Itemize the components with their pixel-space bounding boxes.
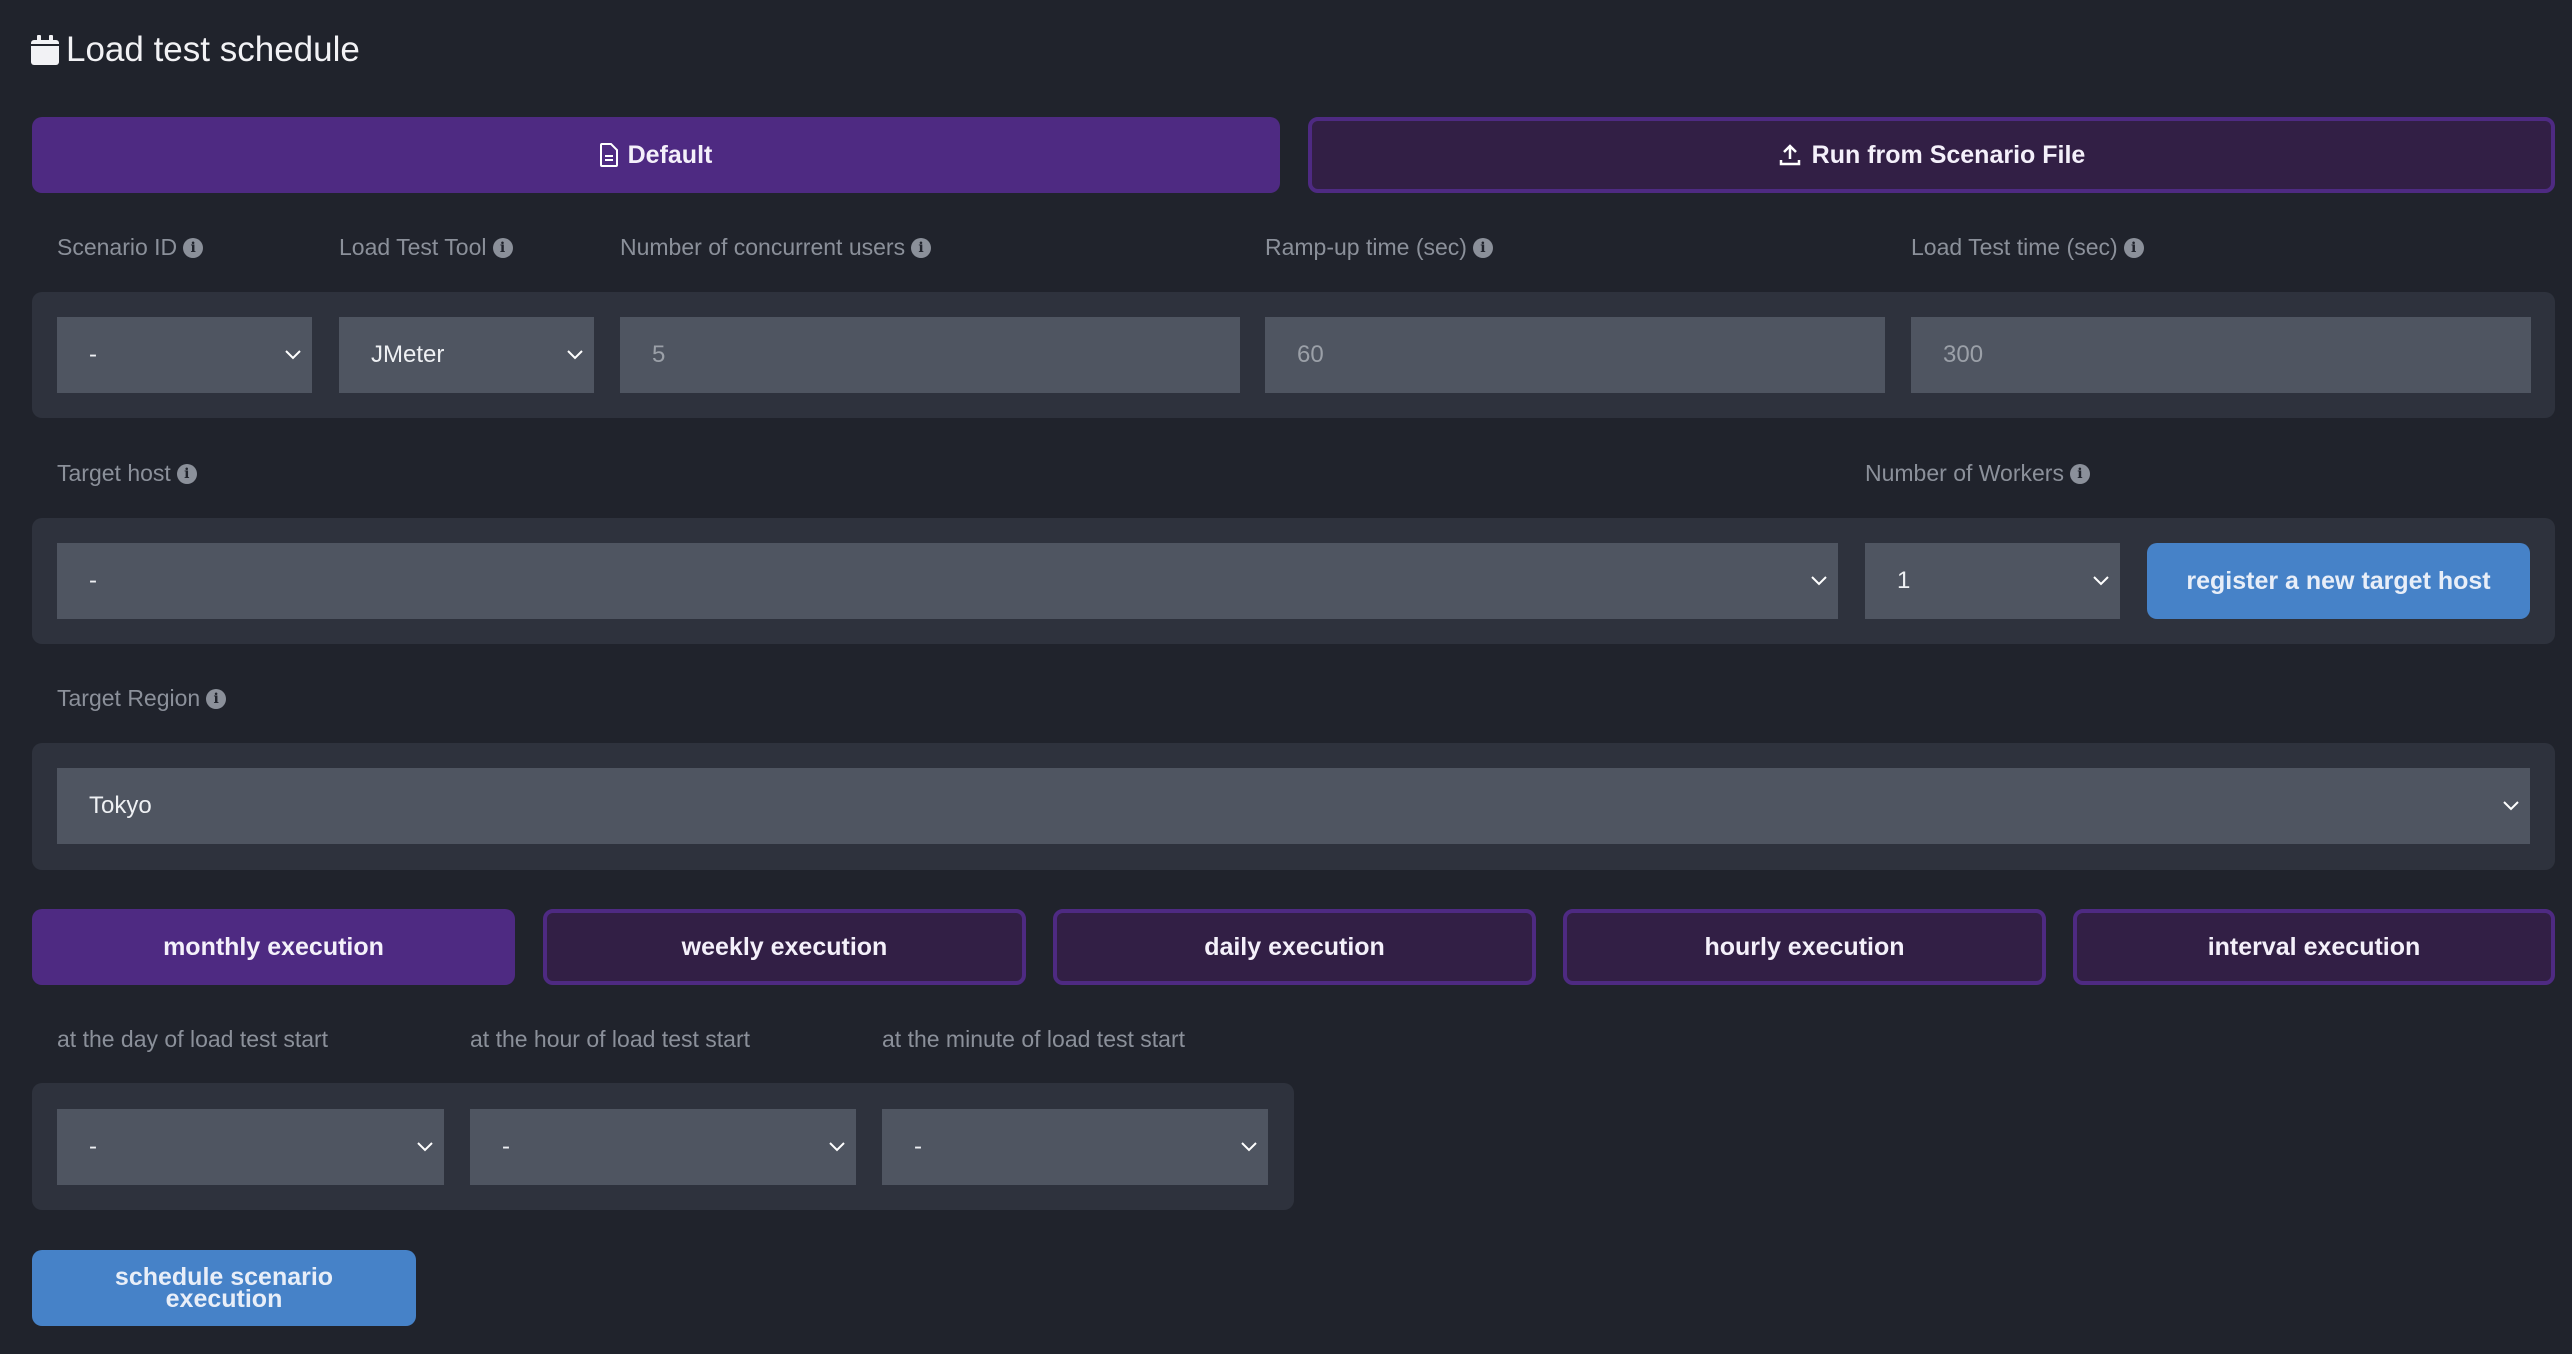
select-value: -	[89, 1133, 97, 1160]
select-value: -	[89, 567, 97, 594]
tool-label: Load Test Tool i	[339, 234, 513, 261]
tab-label: weekly execution	[681, 932, 888, 961]
chevron-down-icon	[2093, 576, 2109, 586]
upload-icon	[1779, 144, 1800, 166]
tab-hourly-execution[interactable]: hourly execution	[1563, 909, 2046, 985]
info-icon[interactable]: i	[2069, 463, 2090, 484]
run-from-scenario-file-button[interactable]: Run from Scenario File	[1308, 117, 2555, 193]
minute-select[interactable]: -	[882, 1109, 1268, 1185]
label-text: at the minute of load test start	[882, 1026, 1185, 1052]
calendar-icon	[31, 35, 59, 65]
select-value: JMeter	[371, 341, 445, 368]
users-input[interactable]: 5	[620, 317, 1240, 393]
select-value: -	[914, 1133, 922, 1160]
input-value: 300	[1943, 341, 1984, 368]
test-time-input[interactable]: 300	[1911, 317, 2531, 393]
info-icon[interactable]: i	[206, 688, 227, 709]
label-text: Number of concurrent users	[620, 234, 906, 260]
label-text: at the hour of load test start	[470, 1026, 750, 1052]
register-target-host-button[interactable]: register a new target host	[2147, 543, 2530, 619]
label-text: Load Test Tool	[339, 234, 487, 260]
run-from-scenario-file-label: Run from Scenario File	[1811, 140, 2086, 169]
day-select[interactable]: -	[57, 1109, 444, 1185]
chevron-down-icon	[1241, 1142, 1257, 1152]
label-text: Ramp-up time (sec)	[1265, 234, 1467, 260]
workers-select[interactable]: 1	[1865, 543, 2120, 619]
users-label: Number of concurrent users i	[620, 234, 932, 261]
info-icon[interactable]: i	[1472, 237, 1493, 258]
info-icon[interactable]: i	[2123, 237, 2144, 258]
label-text: Scenario ID	[57, 234, 178, 260]
label-text: Load Test time (sec)	[1911, 234, 2118, 260]
region-select[interactable]: Tokyo	[57, 768, 2530, 844]
ramp-label: Ramp-up time (sec) i	[1265, 234, 1493, 261]
default-button-label: Default	[627, 140, 713, 169]
tab-label: daily execution	[1204, 932, 1385, 961]
input-value: 5	[652, 341, 666, 368]
region-label: Target Region i	[57, 685, 227, 712]
tab-monthly-execution[interactable]: monthly execution	[32, 909, 515, 985]
button-label-line: execution	[165, 1285, 283, 1313]
tool-select[interactable]: JMeter	[339, 317, 594, 393]
chevron-down-icon	[2503, 801, 2519, 811]
tab-daily-execution[interactable]: daily execution	[1053, 909, 1536, 985]
label-text: Target Region	[57, 685, 201, 711]
button-label-line: schedule scenario	[114, 1263, 334, 1291]
info-icon[interactable]: i	[911, 237, 932, 258]
default-button[interactable]: Default	[32, 117, 1280, 193]
workers-label: Number of Workers i	[1865, 460, 2090, 487]
target-host-select[interactable]: -	[57, 543, 1838, 619]
chevron-down-icon	[417, 1142, 433, 1152]
select-value: Tokyo	[89, 792, 152, 819]
select-value: -	[502, 1133, 510, 1160]
chevron-down-icon	[285, 350, 301, 360]
schedule-scenario-execution-button[interactable]: schedule scenario execution	[32, 1250, 416, 1326]
label-text: Target host	[57, 460, 171, 486]
test-time-label: Load Test time (sec) i	[1911, 234, 2144, 261]
chevron-down-icon	[567, 350, 583, 360]
scenario-id-select[interactable]: -	[57, 317, 312, 393]
minute-label: at the minute of load test start	[882, 1026, 1185, 1053]
chevron-down-icon	[829, 1142, 845, 1152]
hour-select[interactable]: -	[470, 1109, 856, 1185]
label-text: at the day of load test start	[57, 1026, 329, 1052]
tab-label: interval execution	[2207, 932, 2421, 961]
page-title-text: Load test schedule	[66, 30, 360, 69]
day-label: at the day of load test start	[57, 1026, 328, 1053]
info-icon[interactable]: i	[176, 463, 197, 484]
info-icon[interactable]: i	[492, 237, 513, 258]
register-button-label: register a new target host	[2186, 566, 2491, 595]
chevron-down-icon	[1811, 576, 1827, 586]
select-value: -	[89, 341, 97, 368]
ramp-input[interactable]: 60	[1265, 317, 1885, 393]
label-text: Number of Workers	[1865, 460, 2064, 486]
select-value: 1	[1897, 567, 1911, 594]
scenario-id-label: Scenario ID i	[57, 234, 204, 261]
target-host-label: Target host i	[57, 460, 197, 487]
tab-interval-execution[interactable]: interval execution	[2073, 909, 2555, 985]
info-icon[interactable]: i	[183, 237, 204, 258]
tab-label: monthly execution	[163, 932, 384, 961]
input-value: 60	[1297, 341, 1324, 368]
file-icon	[599, 143, 618, 167]
tab-label: hourly execution	[1704, 932, 1905, 961]
hour-label: at the hour of load test start	[470, 1026, 750, 1053]
tab-weekly-execution[interactable]: weekly execution	[543, 909, 1026, 985]
page-title: Load test schedule	[30, 30, 360, 70]
